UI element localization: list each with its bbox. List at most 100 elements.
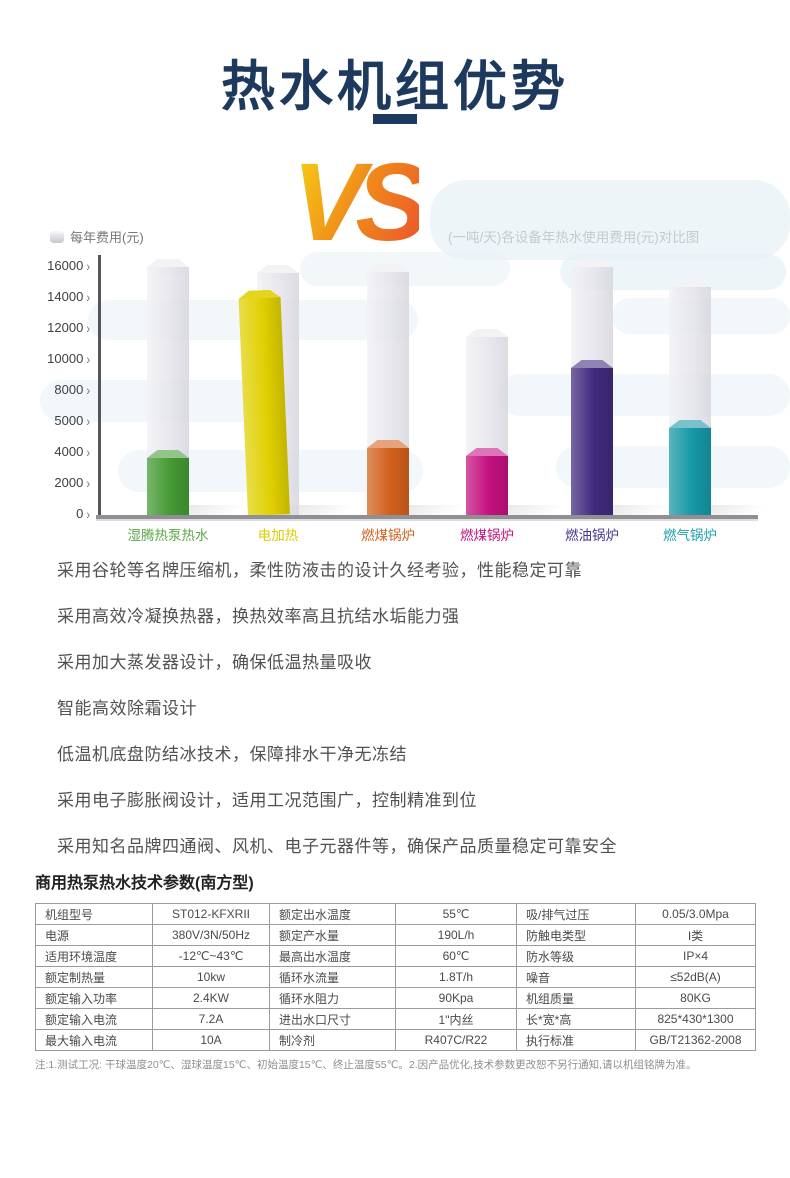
title-underline	[373, 114, 417, 124]
spec-value: 90Kpa	[395, 987, 517, 1009]
y-tick: 5000 ›	[14, 413, 90, 430]
page-title: 热水机组优势	[221, 57, 569, 117]
x-category-label: 燃煤锅炉	[361, 528, 415, 543]
cloud-decoration	[498, 374, 790, 416]
y-tick-label: 10000	[47, 351, 84, 366]
spec-value: 2.4KW	[152, 987, 270, 1009]
spec-label: 进出水口尺寸	[269, 1008, 396, 1030]
chart-bar	[147, 450, 189, 515]
x-category-label: 燃油锅炉	[565, 528, 619, 543]
spec-row: 额定输入功率 2.4KW 循环水阻力 90Kpa 机组质量 80KG	[35, 987, 756, 1009]
spec-table-title: 商用热泵热水技术参数(南方型)	[35, 875, 254, 892]
y-tick: 4000 ›	[14, 444, 90, 461]
advantage-item: 低温机底盘防结冰技术，保障排水干净无冻结	[57, 745, 407, 764]
spec-value: 825*430*1300	[635, 1008, 756, 1030]
spec-table-note: 注:1.测试工况: 干球温度20℃、湿球温度15℃、初始温度15℃、终止温度55…	[35, 1059, 697, 1071]
x-category-label: 燃煤锅炉	[460, 528, 514, 543]
y-tick: 2000 ›	[14, 475, 90, 492]
chart-bar-body	[669, 428, 711, 515]
x-category-label: 电加热	[257, 528, 299, 543]
y-axis-line	[98, 255, 101, 519]
tick-chevron-icon: ›	[86, 476, 90, 492]
spec-value: 380V/3N/50Hz	[152, 924, 270, 946]
legend-label: 每年费用(元)	[70, 230, 144, 245]
spec-value: 0.05/3.0Mpa	[635, 903, 756, 925]
y-tick-label: 0	[76, 506, 84, 521]
spec-value: 10kw	[152, 966, 270, 988]
y-tick: 8000 ›	[14, 382, 90, 399]
spec-label: 防水等级	[516, 945, 636, 967]
y-tick-label: 4000	[54, 444, 84, 459]
y-tick-label: 5000	[54, 413, 84, 428]
spec-label: 机组型号	[35, 903, 153, 925]
advantages-list: 采用谷轮等名牌压缩机，柔性防液击的设计久经考验，性能稳定可靠 采用高效冷凝换热器…	[57, 556, 617, 878]
spec-label: 执行标准	[516, 1029, 636, 1051]
chart-legend: 每年费用(元)	[50, 227, 144, 246]
spec-label: 最高出水温度	[269, 945, 396, 967]
chart-bar-body	[466, 456, 508, 515]
spec-value: 1"内丝	[395, 1008, 517, 1030]
spec-value: GB/T21362-2008	[635, 1029, 756, 1051]
tick-chevron-icon: ›	[86, 259, 90, 275]
spec-value: IP×4	[635, 945, 756, 967]
spec-table: 机组型号 ST012-KFXRII 额定出水温度 55℃ 吸/排气过压 0.05/3.0M…	[35, 903, 756, 1051]
chart-bar-body	[367, 448, 409, 515]
spec-value: 1.8T/h	[395, 966, 517, 988]
y-tick-label: 14000	[47, 289, 84, 304]
cloud-decoration	[430, 180, 790, 260]
x-category-label: 燃气锅炉	[663, 528, 717, 543]
spec-value: ST012-KFXRII	[152, 903, 270, 925]
spec-row: 额定输入电流 7.2A 进出水口尺寸 1"内丝 长*宽*高 825*430*1300	[35, 1008, 756, 1030]
spec-label: 吸/排气过压	[516, 903, 636, 925]
chart-bar	[571, 360, 613, 515]
y-tick: 10000 ›	[14, 351, 90, 368]
tick-chevron-icon: ›	[86, 383, 90, 399]
advantage-item: 采用电子膨胀阀设计，适用工况范围广，控制精准到位	[57, 791, 477, 810]
advantage-item: 采用谷轮等名牌压缩机，柔性防液击的设计久经考验，性能稳定可靠	[57, 561, 582, 580]
spec-label: 循环水流量	[269, 966, 396, 988]
chart-bar	[466, 448, 508, 515]
spec-row: 电源 380V/3N/50Hz 额定产水量 190L/h 防触电类型 I类	[35, 924, 756, 946]
spec-label: 防触电类型	[516, 924, 636, 946]
spec-label: 机组质量	[516, 987, 636, 1009]
tick-chevron-icon: ›	[86, 507, 90, 523]
advantage-item: 采用高效冷凝换热器，换热效率高且抗结水垢能力强	[57, 607, 460, 626]
spec-label: 最大输入电流	[35, 1029, 153, 1051]
spec-label: 制冷剂	[269, 1029, 396, 1051]
spec-label: 额定产水量	[269, 924, 396, 946]
y-tick-label: 12000	[47, 320, 84, 335]
x-category-label: 湿腾热泵热水	[127, 528, 209, 543]
advantage-item: 采用知名品牌四通阀、风机、电子元器件等，确保产品质量稳定可靠安全	[57, 837, 617, 856]
y-tick: 0 ›	[14, 506, 90, 523]
spec-label: 电源	[35, 924, 153, 946]
spec-row: 适用环境温度 -12℃~43℃ 最高出水温度 60℃ 防水等级 IP×4	[35, 945, 756, 967]
y-tick: 16000 ›	[14, 258, 90, 275]
advantage-item: 采用加大蒸发器设计，确保低温热量吸收	[57, 653, 372, 672]
tick-chevron-icon: ›	[86, 352, 90, 368]
y-tick-label: 16000	[47, 258, 84, 273]
tick-chevron-icon: ›	[86, 290, 90, 306]
y-tick-label: 2000	[54, 475, 84, 490]
spec-value: 10A	[152, 1029, 270, 1051]
tick-chevron-icon: ›	[86, 321, 90, 337]
spec-label: 额定输入电流	[35, 1008, 153, 1030]
spec-value: 80KG	[635, 987, 756, 1009]
spec-value: R407C/R22	[395, 1029, 517, 1051]
x-axis-line	[96, 515, 758, 521]
spec-label: 额定出水温度	[269, 903, 396, 925]
spec-label: 长*宽*高	[516, 1008, 636, 1030]
advantage-item: 智能高效除霜设计	[57, 699, 197, 718]
spec-label: 噪音	[516, 966, 636, 988]
spec-value: I类	[635, 924, 756, 946]
spec-value: 60℃	[395, 945, 517, 967]
spec-label: 循环水阻力	[269, 987, 396, 1009]
spec-value: -12℃~43℃	[152, 945, 270, 967]
spec-label: 额定输入功率	[35, 987, 153, 1009]
chart-bar	[669, 420, 711, 515]
y-tick: 12000 ›	[14, 320, 90, 337]
spec-value: 190L/h	[395, 924, 517, 946]
spec-row: 最大输入电流 10A 制冷剂 R407C/R22 执行标准 GB/T21362-2008	[35, 1029, 756, 1051]
spec-value: 55℃	[395, 903, 517, 925]
